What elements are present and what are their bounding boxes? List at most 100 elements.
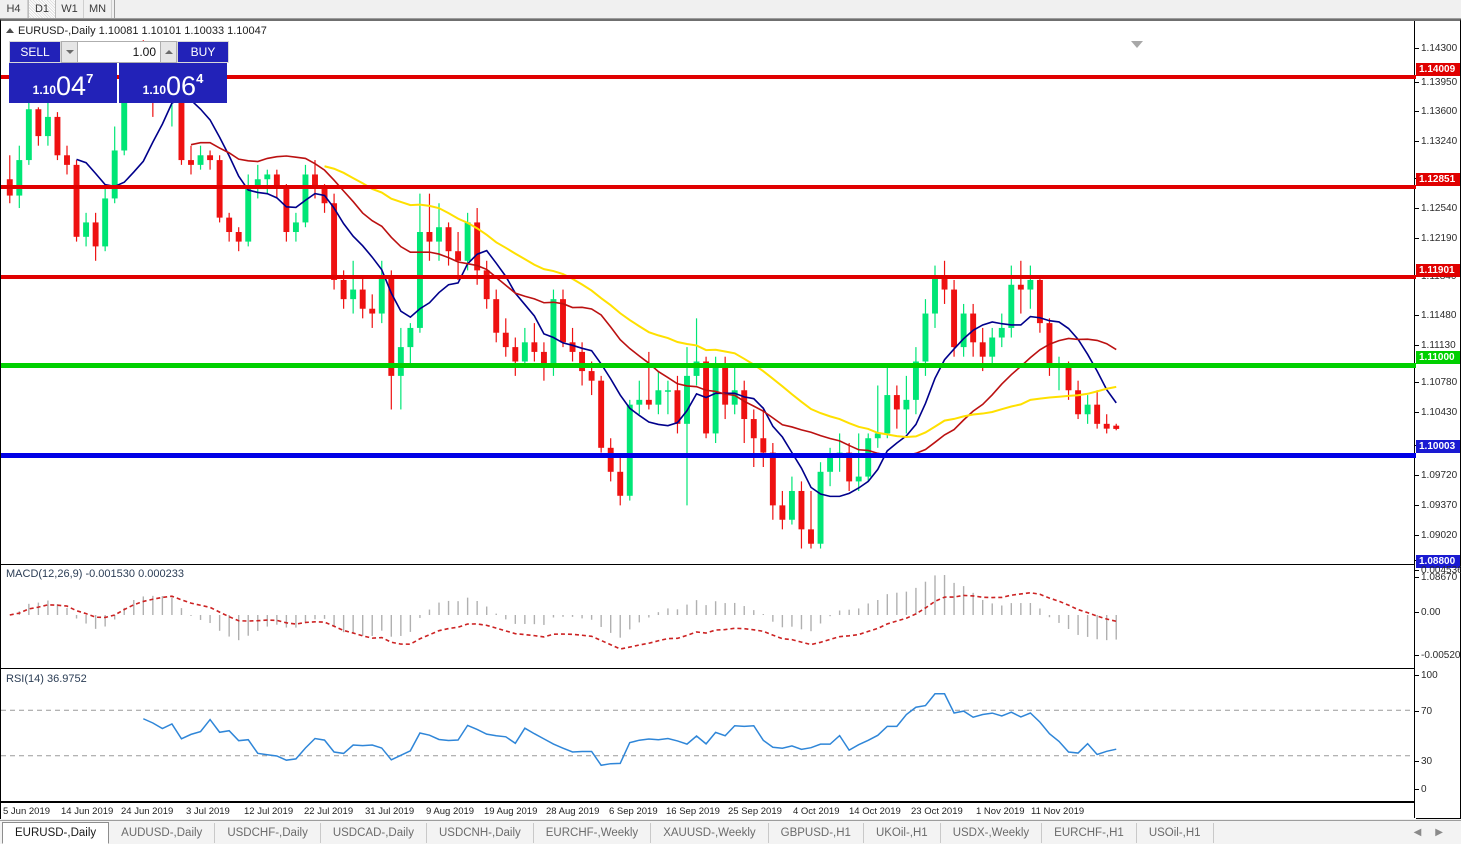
time-axis-tick: 19 Aug 2019: [484, 806, 538, 817]
time-axis-tick: 14 Jun 2019: [61, 806, 114, 817]
time-axis-tick: 6 Sep 2019: [609, 806, 658, 817]
price-tick: 1.12540: [1415, 204, 1460, 214]
macd-tick: -0.00520: [1415, 651, 1460, 661]
rsi-pane[interactable]: RSI(14) 36.9752: [1, 670, 1416, 802]
chart-tab-audusd[interactable]: AUDUSD-,Daily: [109, 822, 216, 843]
volume-increment-button[interactable]: [160, 42, 176, 62]
price-tick: 1.08670: [1415, 573, 1460, 583]
buy-button[interactable]: BUY: [177, 41, 229, 63]
time-axis-tick: 1 Nov 2019: [976, 806, 1025, 817]
chart-tab-ukoil[interactable]: UKOil-,H1: [864, 822, 941, 843]
chart-top-marker-icon: [1131, 41, 1143, 48]
chart-tab-usdx[interactable]: USDX-,Weekly: [941, 822, 1043, 843]
macd-series: [9, 575, 1117, 650]
price-tick: 1.09370: [1415, 501, 1460, 511]
time-axis-tick: 16 Sep 2019: [666, 806, 720, 817]
timeframe-toolbar: H4 D1 W1 MN: [0, 0, 1461, 19]
price-scale[interactable]: 1.143001.139501.136001.132401.128801.125…: [1414, 21, 1461, 818]
macd-tick: 0.004536: [1415, 566, 1461, 576]
timeframe-button-w1[interactable]: W1: [56, 0, 84, 18]
level-line-resistance-2[interactable]: [1, 185, 1416, 189]
time-axis-tick: 11 Nov 2019: [1031, 806, 1085, 817]
tab-scroll-left-icon[interactable]: ◀: [1413, 827, 1422, 838]
symbol-header-text: EURUSD-,Daily 1.10081 1.10101 1.10033 1.…: [18, 25, 267, 37]
price-level-badge[interactable]: 1.08800: [1416, 555, 1460, 568]
price-level-badge[interactable]: 1.11000: [1416, 351, 1460, 364]
price-pane[interactable]: EURUSD-,Daily 1.10081 1.10101 1.10033 1.…: [1, 21, 1416, 561]
timeframe-button-h4[interactable]: H4: [0, 0, 28, 18]
price-tick: 1.09720: [1415, 471, 1460, 481]
time-axis-tick: 25 Sep 2019: [728, 806, 782, 817]
time-axis[interactable]: 5 Jun 2019 14 Jun 2019 24 Jun 2019 3 Jul 20…: [1, 802, 1416, 819]
chart-tab-usdchf[interactable]: USDCHF-,Daily: [215, 822, 321, 843]
rsi-indicator-label: RSI(14) 36.9752: [6, 673, 87, 685]
timeframe-button-d1[interactable]: D1: [28, 0, 56, 18]
price-tick: 1.13240: [1415, 137, 1460, 147]
price-level-badge[interactable]: 1.14009: [1416, 63, 1460, 76]
timeframe-button-mn[interactable]: MN: [84, 0, 112, 18]
chart-tab-usdcad[interactable]: USDCAD-,Daily: [321, 822, 427, 843]
one-click-trading-panel[interactable]: SELL 1.00 BUY 1.10 04 7: [9, 41, 229, 103]
chevron-up-icon: [164, 50, 173, 54]
chart-tab-eurusd[interactable]: EURUSD-,Daily: [2, 821, 110, 844]
price-tick: 1.11480: [1415, 311, 1460, 321]
chart-tab-eurchf[interactable]: EURCHF-,H1: [1042, 822, 1137, 843]
chart-tab-usdcnh[interactable]: USDCNH-,Daily: [427, 822, 534, 843]
collapse-triangle-icon[interactable]: [6, 28, 14, 33]
chart-tab-bar[interactable]: EURUSD-,Daily AUDUSD-,Daily USDCHF-,Daily U…: [0, 820, 1461, 844]
time-axis-tick: 12 Jul 2019: [244, 806, 294, 817]
trade-panel-top-row: SELL 1.00 BUY: [9, 41, 229, 63]
bid-price-box[interactable]: 1.10 04 7: [9, 63, 117, 103]
chart-tab-gbpusd[interactable]: GBPUSD-,H1: [769, 822, 864, 843]
rsi-tick: 100: [1415, 671, 1460, 681]
price-level-badge[interactable]: 1.12851: [1416, 173, 1460, 186]
macd-indicator-label: MACD(12,26,9) -0.001530 0.000233: [6, 568, 184, 580]
time-axis-tick: 4 Oct 2019: [793, 806, 840, 817]
chart-tab-usoil[interactable]: USOil-,H1: [1137, 822, 1214, 843]
level-line-support-1[interactable]: [1, 453, 1416, 458]
chevron-down-icon: [65, 50, 74, 54]
time-axis-tick: 9 Aug 2019: [426, 806, 475, 817]
price-level-badge[interactable]: 1.11901: [1416, 264, 1460, 277]
chart-tab-eurchf[interactable]: EURCHF-,Weekly: [534, 822, 652, 843]
time-axis-tick: 22 Jul 2019: [304, 806, 354, 817]
price-level-badge[interactable]: 1.10003: [1416, 440, 1460, 453]
sell-button[interactable]: SELL: [9, 41, 61, 63]
price-tick: 1.13950: [1415, 78, 1460, 88]
rsi-series: [1, 693, 1416, 767]
tab-nav-controls: ◀ ▶: [1414, 827, 1461, 838]
time-axis-tick: 31 Jul 2019: [365, 806, 415, 817]
rsi-tick: 30: [1415, 757, 1460, 767]
tab-scroll-right-icon[interactable]: ▶: [1435, 827, 1443, 838]
macd-tick: 0.00: [1415, 608, 1460, 618]
price-tick: 1.10780: [1415, 378, 1460, 388]
toolbar-separator: [114, 0, 115, 18]
level-line-resistance-1[interactable]: [1, 75, 1416, 79]
time-axis-tick: 3 Jul 2019: [186, 806, 230, 817]
price-tick: 1.11130: [1415, 341, 1460, 351]
price-tick: 1.10430: [1415, 408, 1460, 418]
chart-tab-xauusd[interactable]: XAUUSD-,Weekly: [651, 822, 769, 843]
bid-price-prefix: 1.10: [32, 83, 57, 97]
price-tick: 1.12190: [1415, 234, 1460, 244]
ask-price-fraction: 4: [196, 71, 204, 86]
macd-pane[interactable]: MACD(12,26,9) -0.001530 0.000233: [1, 564, 1416, 669]
price-tick: 1.13600: [1415, 107, 1460, 117]
time-axis-tick: 23 Oct 2019: [911, 806, 963, 817]
trade-panel-quotes-row: 1.10 04 7 1.10 06 4: [9, 63, 229, 103]
time-axis-tick: 14 Oct 2019: [849, 806, 901, 817]
level-line-pivot[interactable]: [1, 363, 1416, 368]
price-tick: 1.14300: [1415, 44, 1460, 54]
volume-stepper[interactable]: 1.00: [61, 41, 177, 63]
chart-frame[interactable]: EURUSD-,Daily 1.10081 1.10101 1.10033 1.…: [0, 19, 1461, 819]
time-axis-tick: 28 Aug 2019: [546, 806, 600, 817]
symbol-header: EURUSD-,Daily 1.10081 1.10101 1.10033 1.…: [6, 25, 267, 37]
rsi-tick: 0: [1415, 785, 1460, 795]
volume-value[interactable]: 1.00: [132, 45, 156, 59]
ask-price-prefix: 1.10: [142, 83, 167, 97]
volume-decrement-button[interactable]: [62, 42, 78, 62]
ask-price-box[interactable]: 1.10 06 4: [119, 63, 227, 103]
level-line-resistance-3[interactable]: [1, 275, 1416, 279]
ask-price-main: 06: [166, 71, 197, 101]
